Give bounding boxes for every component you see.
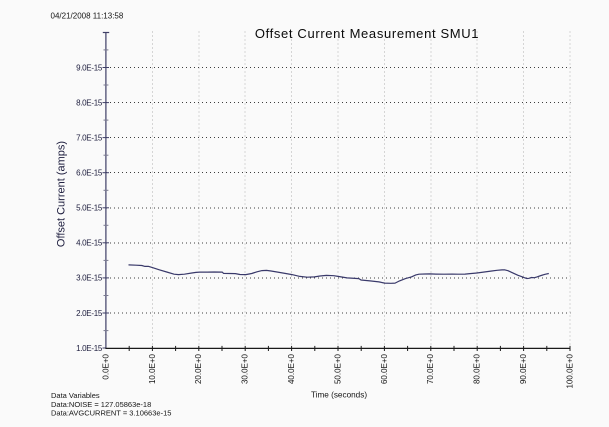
svg-text:10.0E+0: 10.0E+0	[148, 353, 157, 384]
svg-text:Data:AVGCURRENT = 3.10663e-15: Data:AVGCURRENT = 3.10663e-15	[51, 408, 171, 417]
svg-text:8.0E-15: 8.0E-15	[76, 98, 103, 107]
svg-text:1.0E-15: 1.0E-15	[76, 344, 103, 353]
svg-text:Offset Current (amps): Offset Current (amps)	[55, 141, 67, 247]
svg-text:30.0E+0: 30.0E+0	[241, 353, 250, 384]
svg-text:3.0E-15: 3.0E-15	[76, 274, 103, 283]
svg-text:60.0E+0: 60.0E+0	[380, 353, 389, 384]
svg-text:Data Variables: Data Variables	[51, 391, 100, 400]
svg-text:20.0E+0: 20.0E+0	[194, 353, 203, 384]
svg-text:Data:NOISE = 127.05863e-18: Data:NOISE = 127.05863e-18	[51, 400, 151, 409]
svg-text:2.0E-15: 2.0E-15	[76, 309, 103, 318]
svg-text:4.0E-15: 4.0E-15	[76, 239, 103, 248]
svg-text:7.0E-15: 7.0E-15	[76, 133, 103, 142]
svg-text:50.0E+0: 50.0E+0	[333, 353, 342, 384]
svg-text:Offset Current Measurement SMU: Offset Current Measurement SMU1	[255, 26, 479, 41]
svg-text:0.0E+0: 0.0E+0	[101, 353, 110, 379]
svg-text:Time (seconds): Time (seconds)	[311, 391, 367, 400]
svg-text:90.0E+0: 90.0E+0	[519, 353, 528, 384]
svg-text:04/21/2008 11:13:58: 04/21/2008 11:13:58	[51, 12, 124, 21]
svg-text:9.0E-15: 9.0E-15	[76, 63, 103, 72]
svg-text:40.0E+0: 40.0E+0	[287, 353, 296, 384]
svg-text:6.0E-15: 6.0E-15	[76, 169, 103, 178]
svg-text:80.0E+0: 80.0E+0	[473, 353, 482, 384]
svg-text:70.0E+0: 70.0E+0	[426, 353, 435, 384]
svg-text:100.0E+0: 100.0E+0	[565, 353, 574, 388]
svg-text:5.0E-15: 5.0E-15	[76, 204, 103, 213]
